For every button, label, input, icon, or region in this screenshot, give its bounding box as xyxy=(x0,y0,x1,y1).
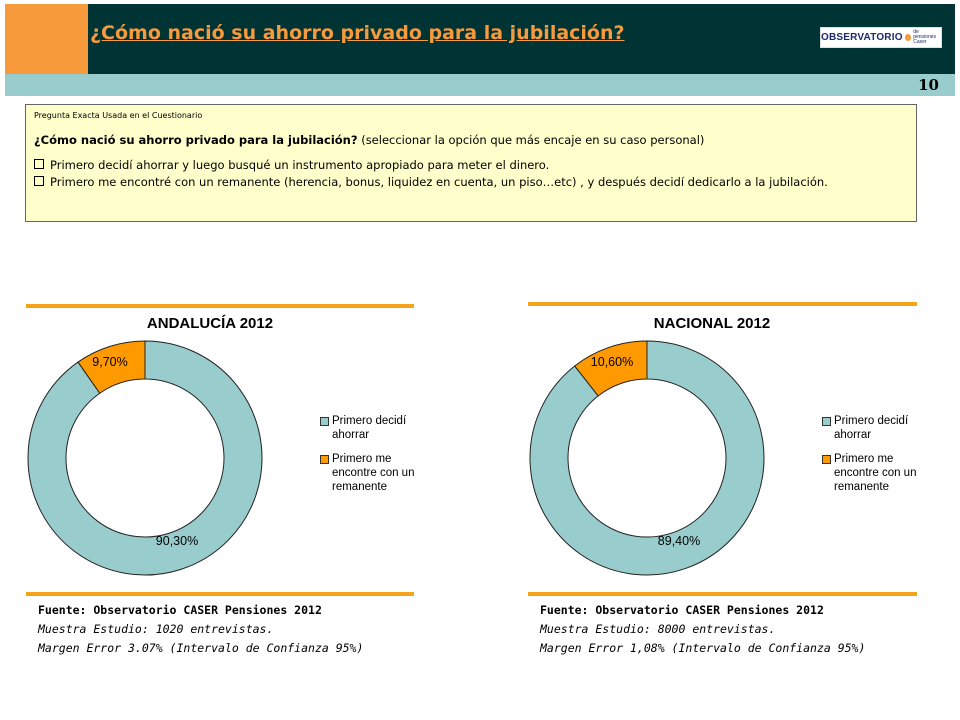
chart-top-rule xyxy=(26,304,414,308)
legend-item: Primero decidí ahorrar xyxy=(822,414,932,442)
donut-slice-andalucia-remanente xyxy=(77,340,146,394)
page-title[interactable]: ¿Cómo nació su ahorro privado para la ju… xyxy=(90,22,625,44)
chart-bottom-rule xyxy=(528,592,917,596)
source-nacional: Fuente: Observatorio CASER Pensiones 201… xyxy=(540,601,865,658)
data-label-nacional-ahorrar: 89,40% xyxy=(658,534,700,548)
source-andalucia: Fuente: Observatorio CASER Pensiones 201… xyxy=(38,601,363,658)
donut-slice-nacional-ahorrar xyxy=(529,340,765,576)
logo-text: OBSERVATORIO xyxy=(821,32,903,43)
logo-dot-icon xyxy=(904,34,912,41)
question-option-text: Primero decidí ahorrar y luego busqué un… xyxy=(50,158,550,172)
question-text-bold: ¿Cómo nació su ahorro privado para la ju… xyxy=(34,133,358,147)
source-title: Fuente: Observatorio CASER Pensiones 201… xyxy=(38,603,322,617)
source-sample: Muestra Estudio: 8000 entrevistas. xyxy=(540,622,776,636)
question-option: Primero decidí ahorrar y luego busqué un… xyxy=(34,157,908,174)
observatorio-logo: OBSERVATORIO de pensiones Caser xyxy=(820,27,942,48)
legend-swatch-teal xyxy=(320,417,329,426)
source-title: Fuente: Observatorio CASER Pensiones 201… xyxy=(540,603,824,617)
legend-item: Primero me encontre con un remanente xyxy=(822,452,932,494)
question-option-text: Primero me encontré con un remanente (he… xyxy=(50,175,828,189)
chart-title-nacional: NACIONAL 2012 xyxy=(653,315,771,332)
legend-label: Primero decidí ahorrar xyxy=(332,415,407,441)
legend-andalucia: Primero decidí ahorrar Primero me encont… xyxy=(320,414,430,504)
header-accent-block xyxy=(5,4,88,74)
legend-swatch-orange xyxy=(320,455,329,464)
legend-label: Primero decidí ahorrar xyxy=(834,415,909,441)
source-margin: Margen Error 1,08% (Intervalo de Confian… xyxy=(540,641,866,655)
legend-label: Primero me encontre con un remanente xyxy=(834,453,917,493)
legend-nacional: Primero decidí ahorrar Primero me encont… xyxy=(822,414,932,504)
legend-swatch-orange xyxy=(822,455,831,464)
page-number: 10 xyxy=(918,76,939,94)
legend-item: Primero decidí ahorrar xyxy=(320,414,430,442)
checkbox-icon xyxy=(34,159,44,169)
chart-top-rule xyxy=(528,302,917,306)
question-text-instruction: (seleccionar la opción que más encaje en… xyxy=(361,133,705,147)
question-text: ¿Cómo nació su ahorro privado para la ju… xyxy=(34,133,908,147)
source-margin: Margen Error 3.07% (Intervalo de Confian… xyxy=(38,641,364,655)
logo-subtext-brand: Caser xyxy=(913,39,927,45)
checkbox-icon xyxy=(34,176,44,186)
legend-swatch-teal xyxy=(822,417,831,426)
donut-slice-nacional-remanente xyxy=(574,340,648,397)
donut-slice-andalucia-ahorrar xyxy=(27,340,263,576)
header-bar xyxy=(88,4,955,74)
data-label-nacional-remanente: 10,60% xyxy=(591,355,633,369)
question-option: Primero me encontré con un remanente (he… xyxy=(34,174,908,191)
data-label-andalucia-remanente: 9,70% xyxy=(92,355,127,369)
question-box: Pregunta Exacta Usada en el Cuestionario… xyxy=(25,104,917,222)
data-label-andalucia-ahorrar: 90,30% xyxy=(156,534,198,548)
question-caption: Pregunta Exacta Usada en el Cuestionario xyxy=(34,111,203,120)
logo-subtext: de pensiones xyxy=(913,29,937,40)
legend-item: Primero me encontre con un remanente xyxy=(320,452,430,494)
chart-title-andalucia: ANDALUCÍA 2012 xyxy=(146,315,274,332)
header-strip xyxy=(5,74,955,96)
source-sample: Muestra Estudio: 1020 entrevistas. xyxy=(38,622,274,636)
legend-label: Primero me encontre con un remanente xyxy=(332,453,415,493)
chart-bottom-rule xyxy=(26,592,414,596)
